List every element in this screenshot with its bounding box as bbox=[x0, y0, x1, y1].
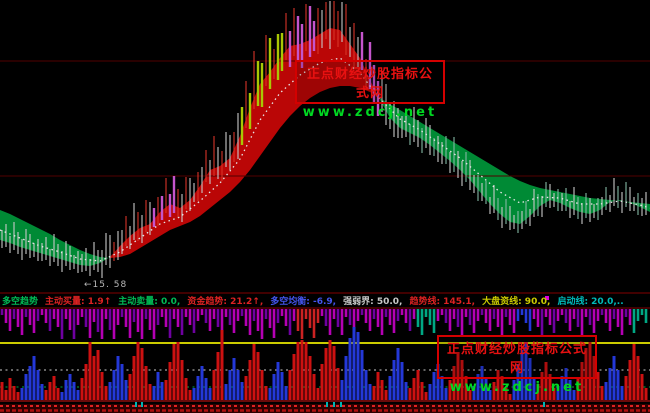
ma-band bbox=[0, 210, 110, 266]
indicator-label: 大盘资线: 90.0, bbox=[482, 297, 551, 307]
indicator-label: 主动买量: 1.9↑ bbox=[45, 297, 112, 307]
watermark-title: 正点财经炒股指标公式网 bbox=[446, 342, 587, 376]
watermark-border-box: 正点财经炒股指标公式网 bbox=[437, 335, 597, 379]
indicator-label: 强弱界: 50.0, bbox=[343, 297, 403, 307]
marker-dot bbox=[545, 296, 549, 300]
indicator-caption-row: 多空趋势 主动买量: 1.9↑ 主动卖量: 0.0, 资金趋势: 21.2↑, 多空均衡… bbox=[2, 294, 631, 307]
indicator-label: 主动卖量: 0.0, bbox=[118, 297, 181, 307]
watermark-url: www.zdcj.net bbox=[302, 105, 438, 120]
indicator-label: 多空均衡: -6.9, bbox=[270, 297, 337, 307]
indicator-label: 多空趋势 bbox=[2, 297, 39, 307]
price-marker-label: ←15. 58 bbox=[84, 280, 128, 290]
ma-band bbox=[110, 28, 380, 258]
watermark-bottom: 正点财经炒股指标公式网 www.zdcj.net bbox=[437, 335, 597, 395]
watermark-title: 正点财经炒股指标公式网 bbox=[306, 67, 433, 101]
indicator-label: 资金趋势: 21.2↑, bbox=[187, 297, 264, 307]
watermark-url: www.zdcj.net bbox=[449, 380, 585, 395]
watermark-border-box: 正点财经炒股指标公式网 bbox=[295, 60, 445, 104]
watermark-top: 正点财经炒股指标公式网 www.zdcj.net bbox=[295, 60, 445, 120]
dotted-ma-line bbox=[0, 57, 650, 262]
bottom-strip bbox=[0, 404, 650, 413]
indicator-label: 趋势线: 145.1, bbox=[409, 297, 476, 307]
indicator-label: 启动线: 20.0,.. bbox=[557, 297, 624, 307]
ma-band bbox=[380, 98, 650, 224]
